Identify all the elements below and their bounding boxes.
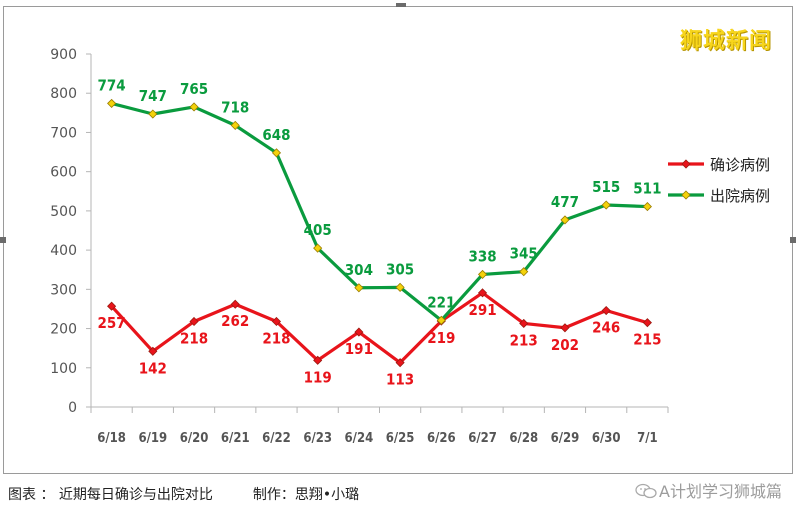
data-point-confirmed bbox=[148, 346, 158, 356]
data-point-discharged bbox=[148, 109, 158, 119]
legend-marker-discharged bbox=[681, 190, 691, 200]
data-point-discharged bbox=[601, 200, 611, 210]
data-point-confirmed bbox=[230, 299, 240, 309]
data-label-confirmed: 218 bbox=[262, 329, 290, 347]
data-point-discharged bbox=[189, 102, 199, 112]
data-label-confirmed: 257 bbox=[98, 314, 126, 332]
resize-handle-right[interactable] bbox=[790, 237, 796, 243]
data-point-confirmed bbox=[107, 301, 117, 311]
data-point-discharged bbox=[560, 215, 570, 225]
data-label-confirmed: 291 bbox=[468, 301, 496, 319]
data-label-confirmed: 246 bbox=[592, 319, 620, 337]
legend-label-discharged: 出院病例 bbox=[710, 187, 770, 205]
x-tick-label: 6/30 bbox=[592, 431, 621, 446]
x-tick-label: 6/20 bbox=[180, 431, 209, 446]
x-tick-label: 6/26 bbox=[427, 431, 456, 446]
data-label-confirmed: 219 bbox=[427, 329, 455, 347]
data-label-discharged: 477 bbox=[551, 193, 579, 211]
data-point-discharged bbox=[271, 148, 282, 158]
data-point-discharged bbox=[477, 269, 488, 279]
data-point-discharged bbox=[436, 315, 446, 325]
x-tick-label: 6/21 bbox=[221, 431, 250, 446]
brand-logo: 狮城新闻 bbox=[679, 29, 772, 54]
data-label-discharged: 718 bbox=[221, 98, 249, 116]
data-point-discharged bbox=[107, 98, 117, 108]
data-label-confirmed: 218 bbox=[180, 329, 208, 347]
data-point-confirmed bbox=[601, 305, 611, 316]
y-tick-label: 700 bbox=[50, 125, 77, 141]
data-label-confirmed: 215 bbox=[633, 331, 661, 349]
x-tick-label: 6/22 bbox=[262, 431, 291, 446]
data-point-confirmed bbox=[271, 316, 282, 327]
resize-handle-left[interactable] bbox=[0, 237, 6, 243]
y-tick-label: 0 bbox=[68, 400, 77, 416]
data-label-discharged: 511 bbox=[633, 180, 661, 198]
y-tick-label: 900 bbox=[50, 47, 77, 63]
x-tick-label: 6/27 bbox=[468, 431, 497, 446]
data-point-confirmed bbox=[313, 355, 323, 365]
legend-label-confirmed: 确诊病例 bbox=[710, 156, 770, 174]
data-label-discharged: 221 bbox=[427, 293, 455, 311]
data-label-discharged: 774 bbox=[98, 76, 126, 94]
data-label-confirmed: 213 bbox=[510, 331, 538, 349]
watermark-text: A计划学习狮城篇 bbox=[659, 482, 782, 501]
data-point-discharged bbox=[395, 282, 405, 292]
data-point-confirmed bbox=[642, 318, 652, 328]
x-tick-label: 6/25 bbox=[386, 431, 415, 446]
line-chart: 0 100 200 300 400 500 600 700 800 900 6/18 6/19 6/20… bbox=[50, 47, 770, 446]
caption-label: 图表 ： 近期每日确诊与出院对比 bbox=[8, 487, 213, 503]
wechat-icon bbox=[635, 483, 657, 499]
legend-marker-confirmed bbox=[681, 159, 691, 169]
data-label-discharged: 345 bbox=[510, 245, 538, 263]
y-tick-label: 600 bbox=[50, 165, 77, 181]
y-tick-label: 200 bbox=[50, 322, 77, 338]
data-point-discharged bbox=[313, 243, 323, 253]
y-tick-label: 100 bbox=[50, 361, 77, 377]
x-tick-label: 6/28 bbox=[509, 431, 538, 446]
x-tick-label: 6/29 bbox=[551, 431, 580, 446]
data-label-confirmed: 142 bbox=[139, 359, 167, 377]
data-label-discharged: 304 bbox=[345, 261, 373, 279]
y-tick-label: 800 bbox=[50, 86, 77, 102]
x-tick-label: 7/1 bbox=[637, 431, 658, 446]
y-tick-label: 500 bbox=[50, 204, 77, 220]
data-point-confirmed bbox=[560, 323, 570, 333]
x-tick-label: 6/23 bbox=[303, 431, 332, 446]
watermark: A计划学习狮城篇 bbox=[635, 478, 782, 502]
series-line-confirmed bbox=[110, 291, 648, 365]
data-label-confirmed: 191 bbox=[345, 340, 373, 358]
data-label-discharged: 515 bbox=[592, 178, 620, 196]
data-label-confirmed: 262 bbox=[221, 312, 249, 330]
data-label-confirmed: 119 bbox=[304, 368, 332, 386]
figure-caption: 图表 ： 近期每日确诊与出院对比 制作：思翔•小璐 bbox=[8, 484, 359, 504]
data-point-discharged bbox=[519, 267, 529, 277]
data-point-confirmed bbox=[189, 316, 199, 327]
x-tick-label: 6/18 bbox=[97, 431, 126, 446]
caption-credit: 制作：思翔•小璐 bbox=[252, 487, 360, 503]
data-point-discharged bbox=[642, 202, 652, 212]
y-tick-label: 400 bbox=[50, 243, 77, 259]
x-tick-label: 6/24 bbox=[345, 431, 374, 446]
data-label-discharged: 765 bbox=[180, 80, 208, 98]
data-label-discharged: 405 bbox=[304, 221, 332, 239]
data-point-confirmed bbox=[519, 318, 529, 329]
resize-handle-top[interactable] bbox=[396, 3, 406, 7]
data-point-discharged bbox=[230, 120, 240, 130]
data-label-discharged: 747 bbox=[139, 87, 167, 105]
x-tick-label: 6/19 bbox=[138, 431, 167, 446]
y-tick-label: 300 bbox=[50, 282, 77, 298]
data-label-discharged: 648 bbox=[262, 126, 290, 144]
data-label-discharged: 338 bbox=[468, 247, 496, 265]
data-point-confirmed bbox=[354, 327, 364, 337]
data-point-discharged bbox=[354, 283, 364, 293]
data-label-confirmed: 113 bbox=[386, 371, 414, 389]
data-label-discharged: 305 bbox=[386, 260, 414, 278]
data-point-confirmed bbox=[477, 288, 488, 298]
series-line-discharged bbox=[111, 101, 648, 322]
data-label-confirmed: 202 bbox=[551, 336, 579, 354]
chart-frame: 0 100 200 300 400 500 600 700 800 900 6/18 6/19 6/20… bbox=[3, 6, 793, 474]
data-point-confirmed bbox=[395, 358, 405, 368]
